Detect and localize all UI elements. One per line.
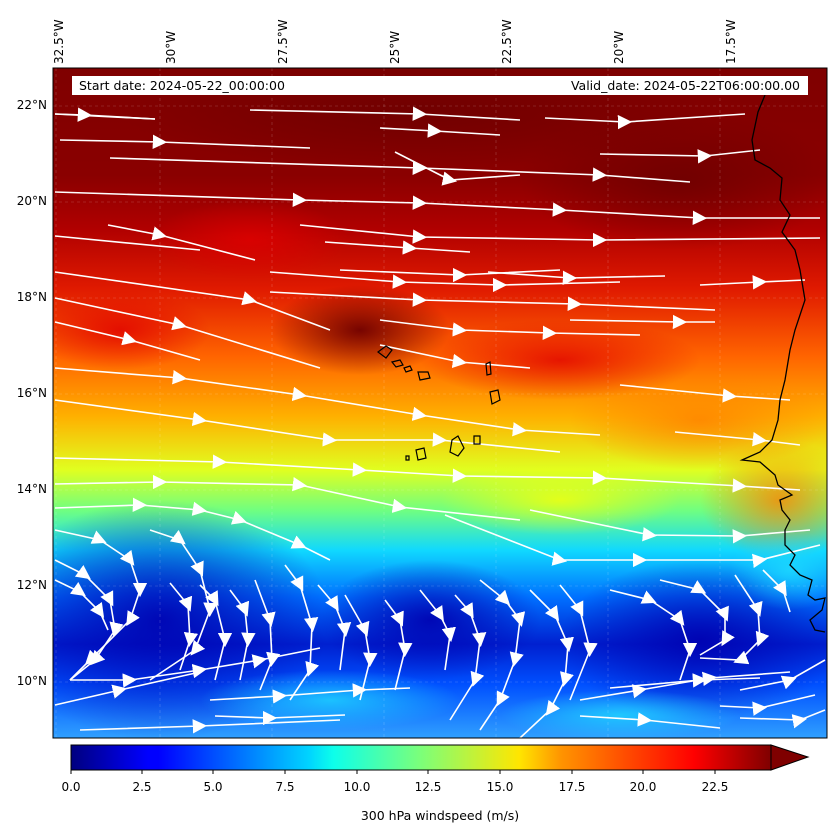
streamline xyxy=(519,589,574,738)
streamline xyxy=(619,384,791,403)
streamlines xyxy=(54,106,826,738)
streamline xyxy=(54,271,331,331)
streamline xyxy=(559,584,598,701)
map-frame xyxy=(52,67,828,739)
start-date-label: Start date: 2024-05-22_00:00:00 xyxy=(79,78,285,93)
streamline xyxy=(54,235,201,251)
streamline xyxy=(719,694,816,716)
streamline xyxy=(479,579,526,731)
colorbar-tick-label: 7.5 xyxy=(275,780,295,794)
streamline xyxy=(59,134,311,149)
lon-label-20w: 20°W xyxy=(612,30,626,64)
streamline xyxy=(54,297,321,369)
lat-label-14n: 14°N xyxy=(16,482,47,496)
lon-label-27-5w: 27.5°W xyxy=(276,19,290,64)
lon-label-30w: 30°W xyxy=(164,30,178,64)
streamline xyxy=(379,344,531,369)
streamline xyxy=(344,594,378,701)
streamline xyxy=(379,319,641,340)
valid-date-label: Valid_date: 2024-05-22T06:00:00.00 xyxy=(570,78,800,93)
streamline xyxy=(54,191,820,225)
streamline xyxy=(269,271,621,293)
streamline xyxy=(739,659,826,691)
streamline xyxy=(487,270,666,286)
colorbar-tick-label: 10.0 xyxy=(343,780,371,794)
colorbar-tick-label: 12.5 xyxy=(414,780,442,794)
streamline xyxy=(317,584,352,671)
streamline xyxy=(109,157,691,183)
lon-label-32-5w: 32.5°W xyxy=(52,19,66,64)
streamline xyxy=(579,712,721,729)
streamline xyxy=(54,454,801,493)
lat-label-22n: 22°N xyxy=(16,98,47,112)
streamline xyxy=(54,671,201,706)
streamline xyxy=(739,709,826,729)
africa-coastline xyxy=(739,94,826,633)
streamline xyxy=(249,106,521,121)
streamline xyxy=(579,671,791,701)
streamline xyxy=(54,367,601,437)
streamline xyxy=(299,224,821,248)
streamline xyxy=(544,113,746,130)
streamline xyxy=(379,123,501,138)
colorbar-tick-label: 0.0 xyxy=(61,780,81,794)
streamline xyxy=(54,497,331,561)
streamline xyxy=(214,710,346,726)
lat-label-10n: 10°N xyxy=(16,674,47,688)
streamline xyxy=(79,719,341,734)
colorbar-tick-label: 15.0 xyxy=(486,780,514,794)
colorbar-tick-label: 17.5 xyxy=(558,780,586,794)
streamline xyxy=(609,673,761,689)
streamline xyxy=(324,240,471,255)
streamline xyxy=(699,574,770,665)
streamline xyxy=(674,431,801,447)
streamline xyxy=(599,149,761,164)
lat-label-20n: 20°N xyxy=(16,194,47,208)
streamline xyxy=(54,321,201,361)
streamline xyxy=(569,314,715,330)
streamline xyxy=(529,509,811,544)
lon-label-17-5w: 17.5°W xyxy=(724,19,738,64)
date-banner xyxy=(72,76,808,95)
colorbar-tick-label: 2.5 xyxy=(132,780,152,794)
colorbar-extend-arrow xyxy=(770,744,810,771)
colorbar-title: 300 hPa windspeed (m/s) xyxy=(360,808,520,823)
lat-label-12n: 12°N xyxy=(16,578,47,592)
streamline xyxy=(659,579,735,656)
streamline xyxy=(54,579,109,631)
colorbar-tick-label: 5.0 xyxy=(203,780,223,794)
colorbar-tick-label: 22.5 xyxy=(701,780,729,794)
windspeed-field xyxy=(53,68,827,738)
streamline xyxy=(269,291,716,311)
colorbar-tick-label: 20.0 xyxy=(629,780,657,794)
cape-verde-islands xyxy=(377,345,501,461)
streamline xyxy=(54,559,124,681)
streamline xyxy=(284,564,320,701)
streamline xyxy=(54,107,156,122)
colorbar xyxy=(70,744,772,771)
colorbar-ticks xyxy=(70,770,716,774)
streamline xyxy=(54,474,521,521)
streamline xyxy=(107,224,256,261)
lon-label-22-5w: 22.5°W xyxy=(500,19,514,64)
streamline xyxy=(762,569,791,613)
streamline xyxy=(70,647,321,688)
streamline xyxy=(339,267,561,283)
streamline xyxy=(419,589,456,671)
streamline xyxy=(444,514,821,569)
streamline xyxy=(209,683,411,704)
streamline xyxy=(699,275,806,290)
streamline xyxy=(449,594,487,721)
lat-label-18n: 18°N xyxy=(16,290,47,304)
lon-label-25w: 25°W xyxy=(388,30,402,64)
lat-label-16n: 16°N xyxy=(16,386,47,400)
streamline xyxy=(384,599,413,691)
streamline xyxy=(609,589,698,681)
